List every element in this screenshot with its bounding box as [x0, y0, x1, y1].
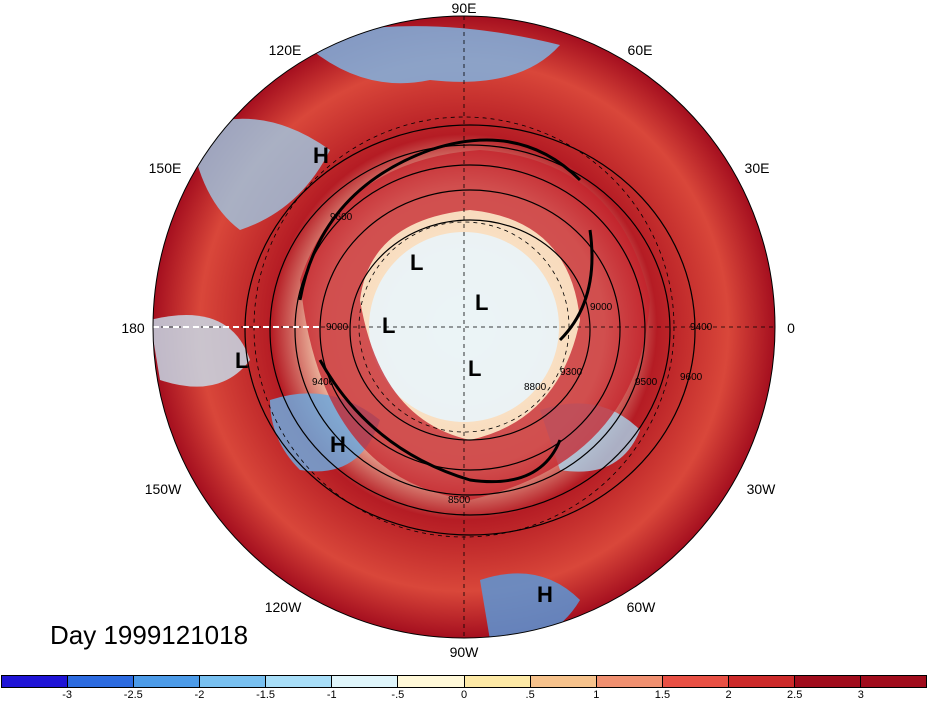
pressure-centers: H L L L L L H H: [235, 143, 553, 607]
high-center-south-america: H: [537, 582, 553, 607]
day-label: Day 1999121018: [50, 620, 249, 650]
contour-label: 9000: [590, 302, 613, 313]
colorbar-segment: [728, 676, 795, 687]
lon-label-30w: 30W: [746, 481, 776, 497]
colorbar-tick-label: .5: [525, 689, 535, 701]
lon-label-60w: 60W: [626, 599, 656, 615]
contour-label: 9600: [330, 212, 353, 223]
lon-label-30e: 30E: [744, 160, 770, 176]
colorbar-tick-label: 0: [460, 689, 468, 701]
polar-stereographic-map: H L L L L L H H 9600 9000 9400 8800 9300…: [152, 15, 776, 639]
low-center-4: L: [235, 348, 248, 373]
contour-label: 8800: [524, 382, 547, 393]
colorbar-segment: [266, 676, 333, 687]
colorbar-segment: [200, 676, 267, 687]
high-center-pacific: H: [330, 432, 346, 457]
contour-label: 9500: [635, 377, 658, 388]
colorbar-segment: [794, 676, 862, 687]
lon-label-60e: 60E: [627, 42, 653, 58]
colorbar-tick-label: -1.5: [256, 689, 276, 701]
colorbar-tick-label: 3: [857, 689, 864, 701]
high-center-asia: H: [313, 143, 329, 168]
colorbar-tick-label: 1: [593, 689, 600, 701]
colorbar-tick-label: 1.5: [654, 689, 671, 701]
lon-label-180: 180: [121, 320, 145, 336]
colorbar-segment: [2, 676, 69, 687]
colorbar-tick-label: -.5: [391, 689, 405, 701]
lon-label-150w: 150W: [144, 481, 182, 497]
colorbar-segment: [134, 676, 201, 687]
contour-label: 9300: [560, 367, 583, 378]
contour-label: 8500: [448, 495, 471, 506]
contour-label: 9600: [680, 372, 703, 383]
contour-label: 9400: [690, 322, 713, 333]
colorbar-tick-label: -2.5: [123, 689, 143, 701]
colorbar-tick-label: 2.5: [787, 689, 803, 701]
contour-label: 9000: [326, 322, 349, 333]
polar-warm-band: [300, 150, 650, 500]
colorbar-tick-label: -3: [62, 689, 73, 701]
contour-labels: 9600 9000 9400 8800 9300 8500 9500 9600 …: [312, 212, 713, 506]
lon-label-0: 0: [787, 320, 795, 336]
lon-label-120w: 120W: [264, 599, 302, 615]
colorbar-tick-label: 2: [725, 689, 732, 701]
low-center-5: L: [468, 356, 481, 381]
cool-region-east-asia: [190, 118, 330, 230]
map-boundary: [152, 15, 776, 639]
colorbar-segment: [662, 676, 729, 687]
lon-label-120e: 120E: [268, 42, 302, 58]
lon-label-90e: 90E: [451, 0, 477, 16]
lon-label-90w: 90W: [449, 644, 479, 660]
cool-region-west: [153, 315, 250, 387]
polar-neutral-core: [369, 232, 559, 422]
lon-label-150e: 150E: [148, 160, 182, 176]
colorbar-tick-label: -2: [194, 689, 205, 701]
low-center-2: L: [475, 290, 488, 315]
colorbar-segment: [398, 676, 465, 687]
colorbar-segment: [332, 676, 399, 687]
anomaly-field: [153, 16, 775, 638]
colorbar-segment: [861, 676, 927, 687]
colorbar-tick-label: -1: [326, 689, 337, 701]
colorbar-segment: [464, 676, 531, 687]
low-center-1: L: [410, 250, 423, 275]
height-contours: [244, 124, 696, 536]
contour-label: 9400: [312, 377, 335, 388]
colorbar-segment: [530, 676, 597, 687]
colorbar: [1, 675, 927, 688]
colorbar-segment: [596, 676, 663, 687]
cool-region-north: [300, 26, 560, 84]
colorbar-segment: [68, 676, 135, 687]
low-center-3: L: [382, 313, 395, 338]
